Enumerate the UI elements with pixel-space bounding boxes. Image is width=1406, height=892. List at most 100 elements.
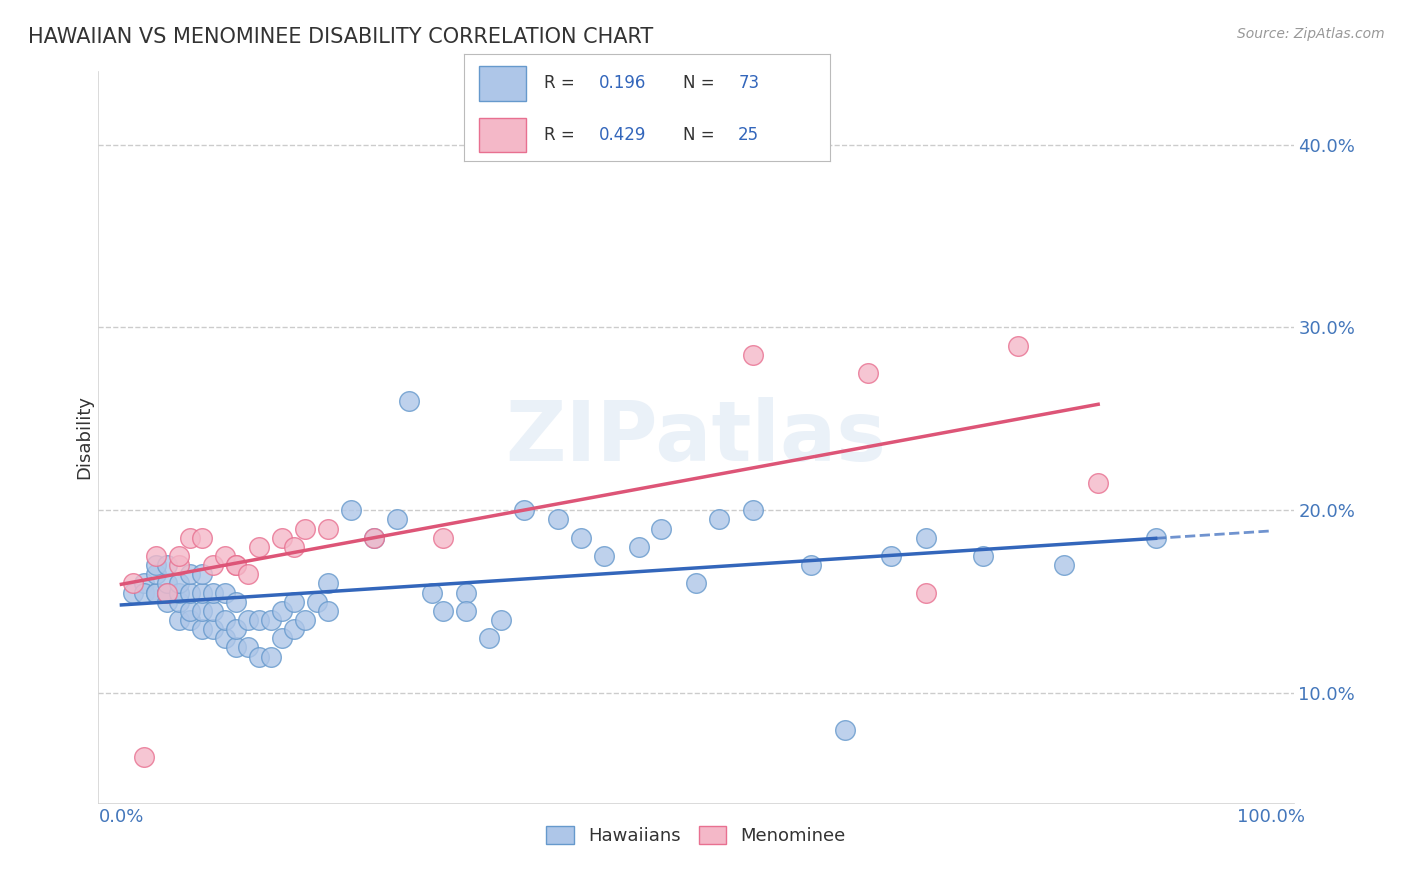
- FancyBboxPatch shape: [478, 118, 526, 152]
- Point: [650, 521, 672, 535]
- Text: Source: ZipAtlas.com: Source: ZipAtlas.com: [1237, 27, 1385, 41]
- Point: [134, 750, 156, 764]
- Point: [432, 604, 454, 618]
- Point: [305, 594, 328, 608]
- Point: [214, 549, 236, 563]
- Point: [456, 585, 478, 599]
- Point: [420, 585, 443, 599]
- Point: [156, 585, 179, 599]
- Y-axis label: Disability: Disability: [76, 395, 94, 479]
- Point: [214, 585, 236, 599]
- Point: [225, 594, 247, 608]
- Point: [316, 576, 339, 591]
- Point: [156, 576, 179, 591]
- Point: [214, 632, 236, 646]
- Point: [122, 585, 145, 599]
- Point: [167, 576, 190, 591]
- Point: [179, 531, 201, 545]
- Point: [271, 604, 294, 618]
- Point: [1144, 531, 1167, 545]
- Point: [972, 549, 994, 563]
- Point: [236, 640, 259, 655]
- Point: [1053, 558, 1076, 573]
- Point: [294, 613, 316, 627]
- Point: [145, 585, 167, 599]
- Point: [145, 567, 167, 582]
- Text: 25: 25: [738, 126, 759, 144]
- Point: [191, 531, 214, 545]
- Point: [225, 558, 247, 573]
- Point: [627, 540, 650, 554]
- Point: [167, 594, 190, 608]
- FancyBboxPatch shape: [478, 66, 526, 101]
- Point: [271, 531, 294, 545]
- Point: [489, 613, 512, 627]
- Point: [236, 613, 259, 627]
- Point: [707, 512, 730, 526]
- Point: [512, 503, 534, 517]
- Point: [247, 649, 270, 664]
- Point: [271, 632, 294, 646]
- Point: [122, 576, 145, 591]
- Point: [547, 512, 569, 526]
- Point: [156, 558, 179, 573]
- Point: [134, 585, 156, 599]
- Point: [1087, 475, 1109, 490]
- Point: [179, 604, 201, 618]
- Point: [202, 622, 225, 636]
- Point: [191, 604, 214, 618]
- Point: [179, 585, 201, 599]
- Point: [456, 604, 478, 618]
- Legend: Hawaiians, Menominee: Hawaiians, Menominee: [540, 819, 852, 852]
- Text: 73: 73: [738, 75, 759, 93]
- Text: ZIPatlas: ZIPatlas: [506, 397, 886, 477]
- Point: [247, 613, 270, 627]
- Point: [202, 558, 225, 573]
- Point: [363, 531, 385, 545]
- Point: [834, 723, 856, 737]
- Point: [858, 366, 880, 380]
- Point: [145, 585, 167, 599]
- Point: [283, 594, 305, 608]
- Point: [156, 585, 179, 599]
- Point: [145, 558, 167, 573]
- Point: [202, 604, 225, 618]
- Point: [880, 549, 903, 563]
- Text: N =: N =: [683, 75, 714, 93]
- Point: [260, 613, 283, 627]
- Point: [191, 585, 214, 599]
- Text: R =: R =: [544, 126, 575, 144]
- Point: [569, 531, 592, 545]
- Point: [167, 585, 190, 599]
- Point: [742, 503, 765, 517]
- Point: [225, 622, 247, 636]
- Point: [363, 531, 385, 545]
- Point: [179, 613, 201, 627]
- Point: [202, 585, 225, 599]
- Text: 0.196: 0.196: [599, 75, 647, 93]
- Text: N =: N =: [683, 126, 714, 144]
- Point: [225, 640, 247, 655]
- Point: [742, 348, 765, 362]
- Point: [316, 604, 339, 618]
- Point: [283, 622, 305, 636]
- Point: [385, 512, 409, 526]
- Point: [236, 567, 259, 582]
- Text: HAWAIIAN VS MENOMINEE DISABILITY CORRELATION CHART: HAWAIIAN VS MENOMINEE DISABILITY CORRELA…: [28, 27, 654, 46]
- Point: [214, 613, 236, 627]
- Point: [191, 622, 214, 636]
- Point: [294, 521, 316, 535]
- Point: [316, 521, 339, 535]
- Point: [398, 393, 420, 408]
- Point: [167, 549, 190, 563]
- Point: [340, 503, 363, 517]
- Point: [191, 567, 214, 582]
- Point: [1007, 339, 1029, 353]
- Point: [260, 649, 283, 664]
- Point: [134, 576, 156, 591]
- Point: [593, 549, 616, 563]
- Point: [225, 558, 247, 573]
- Point: [145, 549, 167, 563]
- Point: [478, 632, 501, 646]
- Point: [685, 576, 707, 591]
